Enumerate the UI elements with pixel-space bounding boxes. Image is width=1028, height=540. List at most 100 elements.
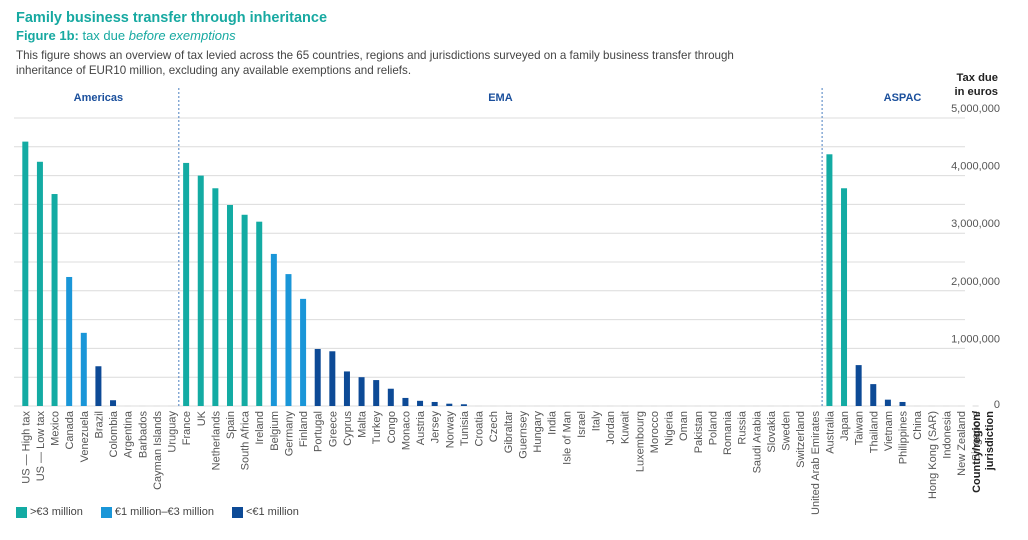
x-tick-label: Croatia bbox=[474, 410, 486, 446]
figure-text: tax due bbox=[78, 28, 129, 43]
x-tick-label: Canada bbox=[64, 410, 76, 449]
x-tick-label: Barbados bbox=[137, 411, 149, 459]
bar bbox=[373, 380, 380, 406]
x-tick-label: Netherlands bbox=[210, 411, 222, 471]
x-tick-label: Australia bbox=[824, 410, 836, 454]
bar bbox=[212, 188, 219, 406]
bar bbox=[256, 221, 263, 406]
x-tick-label: India bbox=[547, 410, 559, 435]
x-tick-label: Switzerland bbox=[795, 411, 807, 468]
x-tick-label: Israel bbox=[576, 411, 588, 438]
x-tick-label: Ireland bbox=[254, 411, 266, 445]
x-tick-label: Sweden bbox=[781, 411, 793, 451]
x-tick-label: Uruguay bbox=[167, 411, 179, 453]
bar bbox=[95, 366, 102, 406]
bar bbox=[431, 401, 438, 406]
legend: >€3 million €1 million–€3 million <€1 mill… bbox=[16, 506, 299, 518]
x-tick-label: Hong Kong (SAR) bbox=[927, 411, 939, 499]
y-tick-label: 5,000,000 bbox=[951, 103, 1000, 115]
x-tick-label: Vietnam bbox=[883, 411, 895, 451]
legend-swatch bbox=[100, 506, 112, 518]
region-label-americas: Americas bbox=[74, 92, 124, 104]
chart-subtitle: Figure 1b: tax due before exemptions bbox=[16, 28, 236, 43]
bar bbox=[36, 161, 43, 406]
x-axis-title-line2: jurisdiction bbox=[984, 411, 996, 472]
x-tick-label: New Zealand bbox=[956, 411, 968, 476]
x-tick-label: Japan bbox=[839, 411, 851, 441]
x-tick-label: Argentina bbox=[123, 410, 135, 458]
bar bbox=[241, 214, 248, 406]
x-tick-label: Morocco bbox=[649, 411, 661, 453]
x-tick-label: Luxembourg bbox=[634, 411, 646, 472]
legend-item-high: >€3 million bbox=[16, 506, 83, 518]
bar bbox=[884, 399, 891, 406]
figure-italic: before exemptions bbox=[128, 28, 236, 43]
x-tick-label: Belgium bbox=[269, 411, 281, 451]
x-tick-label: Taiwan bbox=[854, 411, 866, 445]
x-tick-label: Gibraltar bbox=[503, 411, 515, 454]
region-label-ema: EMA bbox=[488, 92, 513, 104]
x-tick-label: UK bbox=[196, 410, 208, 426]
y-tick-label: 3,000,000 bbox=[951, 218, 1000, 230]
x-tick-label: Monaco bbox=[400, 411, 412, 450]
bar bbox=[110, 400, 117, 406]
x-tick-label: Indonesia bbox=[941, 410, 953, 459]
x-tick-label: Spain bbox=[225, 411, 237, 439]
bar bbox=[226, 204, 233, 406]
x-tick-label: Philippines bbox=[898, 411, 910, 465]
bar bbox=[343, 371, 350, 406]
bar bbox=[358, 377, 365, 406]
bar bbox=[183, 162, 190, 406]
bar bbox=[300, 298, 307, 406]
bar bbox=[417, 400, 424, 406]
bar bbox=[841, 188, 848, 406]
x-tick-label: Saudi Arabia bbox=[751, 410, 763, 473]
bar bbox=[80, 332, 87, 406]
x-tick-label: Jersey bbox=[430, 411, 442, 444]
x-tick-label: Venezuela bbox=[79, 410, 91, 462]
x-tick-label: Hungary bbox=[532, 411, 544, 453]
y-tick-label: 4,000,000 bbox=[951, 161, 1000, 173]
x-tick-label: Finland bbox=[298, 411, 310, 447]
legend-item-mid: €1 million–€3 million bbox=[100, 506, 214, 518]
x-tick-label: Tunisia bbox=[459, 410, 471, 446]
legend-item-low: <€1 million bbox=[231, 506, 299, 518]
bar bbox=[387, 388, 394, 406]
x-tick-label: China bbox=[912, 410, 924, 440]
bar bbox=[22, 141, 29, 406]
figure-label: Figure 1b: bbox=[16, 28, 79, 43]
x-axis-title-line1: Country/region/ bbox=[971, 411, 983, 493]
x-tick-label: Colombia bbox=[108, 410, 120, 457]
bar bbox=[329, 351, 336, 406]
x-tick-label: Oman bbox=[678, 411, 690, 441]
bar bbox=[270, 253, 277, 406]
bar bbox=[460, 404, 467, 406]
x-tick-label: Slovakia bbox=[766, 410, 778, 452]
x-tick-label: Norway bbox=[444, 411, 456, 449]
x-tick-label: Nigeria bbox=[664, 410, 676, 446]
x-tick-label: Brazil bbox=[93, 411, 105, 439]
bar bbox=[870, 384, 877, 406]
bar bbox=[314, 348, 321, 406]
x-tick-label: United Arab Emirates bbox=[810, 411, 822, 515]
y-axis-title-line1: Tax due bbox=[956, 72, 998, 84]
x-tick-label: Jordan bbox=[605, 411, 617, 445]
x-tick-label: Greece bbox=[327, 411, 339, 447]
bar bbox=[197, 175, 204, 406]
bar bbox=[855, 365, 862, 406]
x-tick-label: Russia bbox=[737, 410, 749, 445]
x-tick-label: Cayman Islands bbox=[152, 411, 164, 490]
y-axis-title-line2: in euros bbox=[954, 86, 998, 98]
x-tick-label: Czech bbox=[488, 411, 500, 442]
x-tick-label: South Africa bbox=[240, 410, 252, 470]
x-tick-label: Thailand bbox=[868, 411, 880, 453]
chart-title: Family business transfer through inherit… bbox=[16, 10, 328, 26]
bar bbox=[402, 397, 409, 406]
bar bbox=[51, 194, 58, 406]
x-tick-label: Turkey bbox=[371, 411, 383, 445]
x-tick-label: Portugal bbox=[313, 411, 325, 452]
x-tick-label: Germany bbox=[283, 411, 295, 457]
x-tick-label: Kuwait bbox=[620, 411, 632, 444]
bar bbox=[66, 276, 73, 406]
x-tick-label: Austria bbox=[415, 410, 427, 445]
